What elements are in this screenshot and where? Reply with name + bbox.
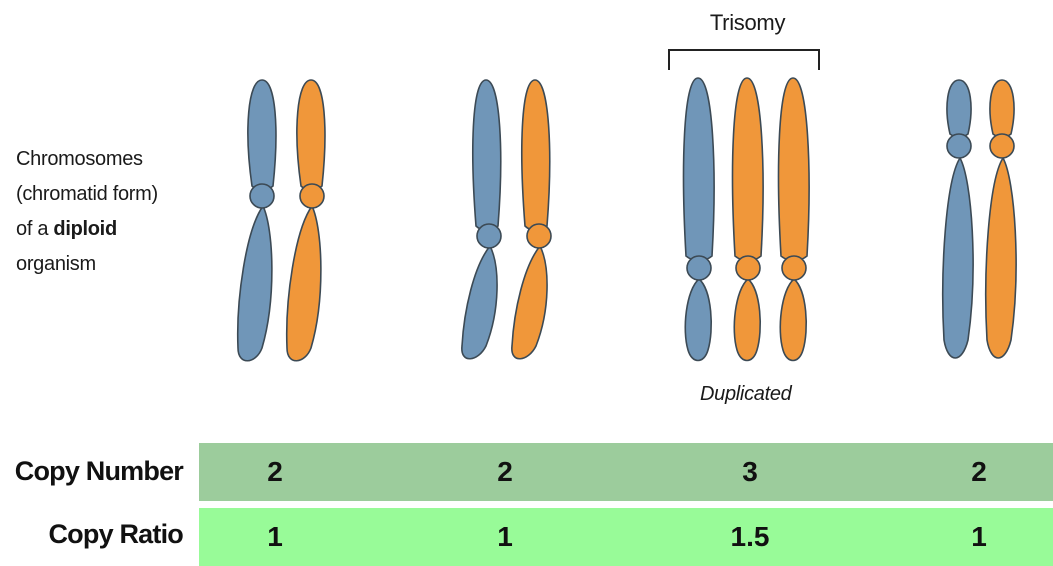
chromosome-blue-2 xyxy=(461,79,502,360)
chromosome-trio-3 xyxy=(682,77,810,362)
copy-ratio-cell-4: 1 xyxy=(971,521,987,552)
copy-ratio-row: 1 1 1.5 1 xyxy=(199,508,1053,566)
copy-number-cell-4: 2 xyxy=(971,456,987,487)
copy-ratio-cell-2: 1 xyxy=(497,521,513,552)
copy-ratio-cell-3: 1.5 xyxy=(730,521,770,552)
chromosome-blue-4 xyxy=(941,79,974,359)
copy-number-cell-1: 2 xyxy=(267,456,283,487)
copy-number-cell-2: 2 xyxy=(497,456,513,487)
trisomy-label: Trisomy xyxy=(709,10,786,35)
chromosome-pair-2 xyxy=(461,79,552,360)
chromosome-blue-3 xyxy=(682,77,715,362)
description-line-4: organism xyxy=(16,253,96,275)
chromosome-blue-1 xyxy=(236,79,277,362)
duplicated-label: Duplicated xyxy=(700,383,792,405)
chromosome-orange-1 xyxy=(285,79,326,362)
description-line-2: (chromatid form) xyxy=(16,183,158,205)
chromosome-orange-2 xyxy=(511,79,552,360)
chromosome-pair-1 xyxy=(236,79,326,362)
chromosome-orange-3a xyxy=(731,77,764,362)
copy-number-row: 2 2 3 2 xyxy=(199,443,1053,501)
description-line-3-prefix: of a xyxy=(16,218,54,240)
diploid-emphasis: diploid xyxy=(53,218,117,240)
copy-number-cell-3: 3 xyxy=(742,456,758,487)
chromosome-description: Chromosomes (chromatid form) of a diploi… xyxy=(16,142,158,282)
chromosome-orange-4 xyxy=(984,79,1017,359)
chromosome-orange-3b xyxy=(777,77,810,362)
description-line-3: of a diploid xyxy=(16,212,158,247)
copy-number-label: Copy Number xyxy=(14,456,184,486)
chromosome-pair-4 xyxy=(941,79,1017,359)
trisomy-bracket xyxy=(668,49,820,70)
copy-ratio-cell-1: 1 xyxy=(267,521,283,552)
description-line-1: Chromosomes xyxy=(16,148,143,170)
copy-ratio-label: Copy Ratio xyxy=(48,519,183,549)
